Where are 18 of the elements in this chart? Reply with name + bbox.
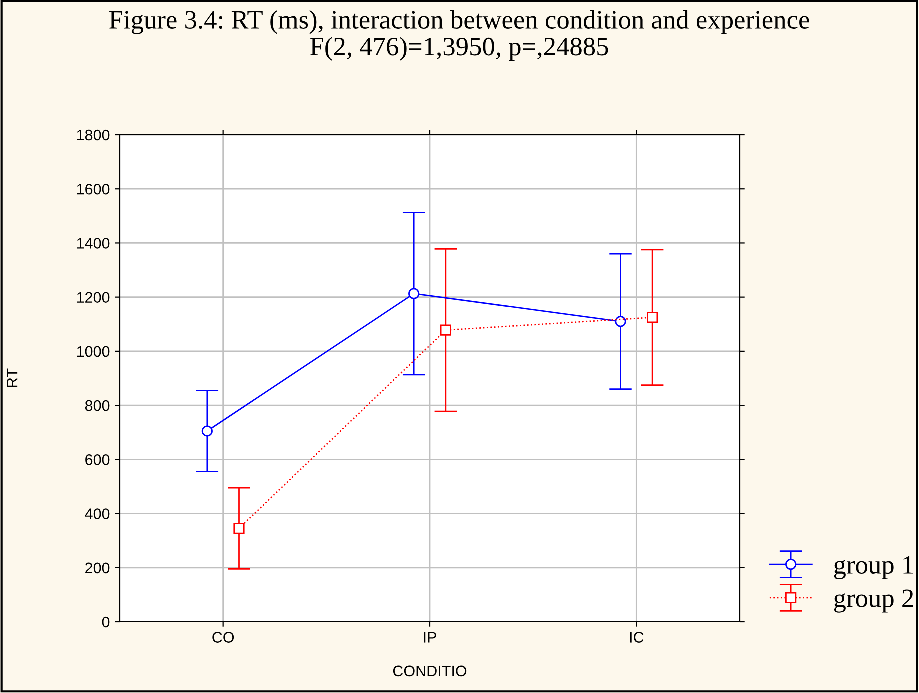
x-axis-title: CONDITIO <box>393 666 467 677</box>
y-tick-label: 1400 <box>77 238 110 249</box>
y-tick-label: 1800 <box>77 130 110 141</box>
y-tick-label: 600 <box>86 454 110 466</box>
x-tick-label: IC <box>630 632 644 643</box>
x-tick-label: CO <box>212 632 234 643</box>
y-tick-label: 400 <box>85 508 110 520</box>
legend-label: group 2 <box>834 590 914 613</box>
x-tick-label: IP <box>424 632 436 643</box>
chart-title: Figure 3.4: RT (ms), interaction between condition and experience F(2, 476)=1,3950, p=,24885 <box>110 10 810 62</box>
legend-label: group 1 <box>834 556 914 580</box>
y-tick-label: 200 <box>86 562 110 574</box>
y-tick-label: 1600 <box>77 184 110 195</box>
y-axis-title: RT <box>7 368 18 388</box>
y-tick-label: 1000 <box>77 346 110 358</box>
y-tick-label: 0 <box>102 616 110 628</box>
y-tick-label: 1200 <box>77 292 110 304</box>
y-tick-label: 800 <box>85 400 110 412</box>
